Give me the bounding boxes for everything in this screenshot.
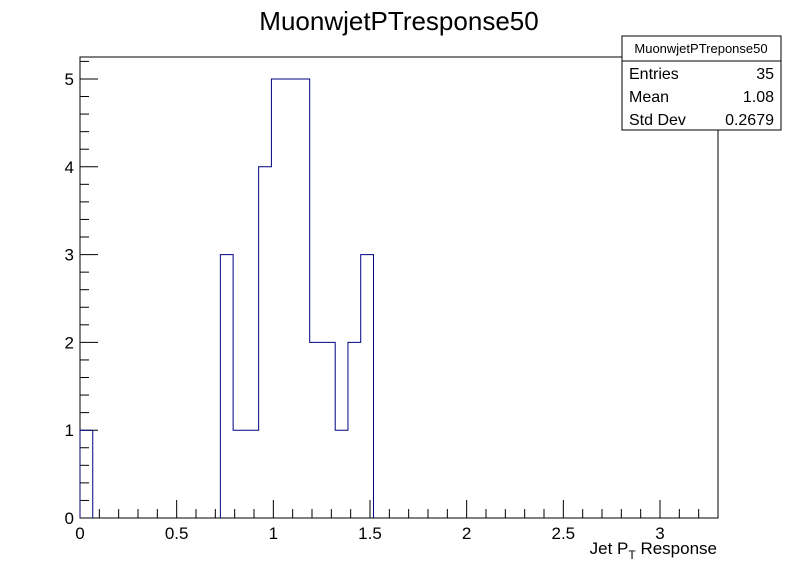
histogram-bin <box>246 430 259 518</box>
histogram-bin <box>220 255 233 518</box>
histogram-bin <box>361 255 374 518</box>
x-axis-label-subscript: T <box>628 548 636 562</box>
histogram-bin <box>310 342 323 518</box>
histogram-outline <box>79 78 374 518</box>
histogram-bin <box>259 167 272 518</box>
histogram-bin <box>233 430 246 518</box>
histogram-bin <box>348 342 361 518</box>
histogram-bin <box>80 430 93 518</box>
x-tick-label: 3 <box>655 524 664 543</box>
stats-mean-label: Mean <box>629 89 669 106</box>
x-tick-label: 0.5 <box>165 524 189 543</box>
y-axis: 0 1 2 3 4 5 <box>65 60 98 528</box>
stats-box: MuonwjetPTreponse50 Entries 35 Mean 1.08… <box>621 35 782 131</box>
x-axis-label-main: Jet P <box>590 539 629 558</box>
y-tick-label: 4 <box>65 158 74 177</box>
histogram-bin <box>271 79 284 518</box>
y-tick-label: 3 <box>65 246 74 265</box>
chart-title: MuonwjetPTresponse50 <box>259 6 538 36</box>
y-tick-label: 5 <box>65 70 74 89</box>
x-tick-label: 1.5 <box>358 524 382 543</box>
stats-stddev-value: 0.2679 <box>725 112 774 129</box>
stats-entries-label: Entries <box>629 66 679 83</box>
y-tick-label: 1 <box>65 421 74 440</box>
histogram-bin <box>322 342 335 518</box>
x-tick-label: 2 <box>462 524 471 543</box>
stats-box-title: MuonwjetPTreponse50 <box>634 41 767 56</box>
x-tick-label: 0 <box>75 524 84 543</box>
x-axis-label: Jet PT Response <box>590 539 717 562</box>
stats-box-frame <box>621 35 782 131</box>
histogram-bins <box>80 79 373 518</box>
stats-stddev-label: Std Dev <box>629 112 686 129</box>
plot-frame <box>79 56 719 519</box>
histogram-bin <box>297 79 310 518</box>
x-axis: 0 0.5 1 1.5 2 2.5 3 <box>75 500 719 543</box>
histogram-bin <box>284 79 297 518</box>
y-tick-label: 0 <box>65 509 74 528</box>
x-tick-label: 1 <box>269 524 278 543</box>
stats-mean-value: 1.08 <box>743 89 774 106</box>
y-tick-label: 2 <box>65 333 74 352</box>
histogram-bin <box>335 430 348 518</box>
x-axis-label-suffix: Response <box>636 539 717 558</box>
stats-entries-value: 35 <box>756 66 774 83</box>
x-tick-label: 2.5 <box>552 524 576 543</box>
